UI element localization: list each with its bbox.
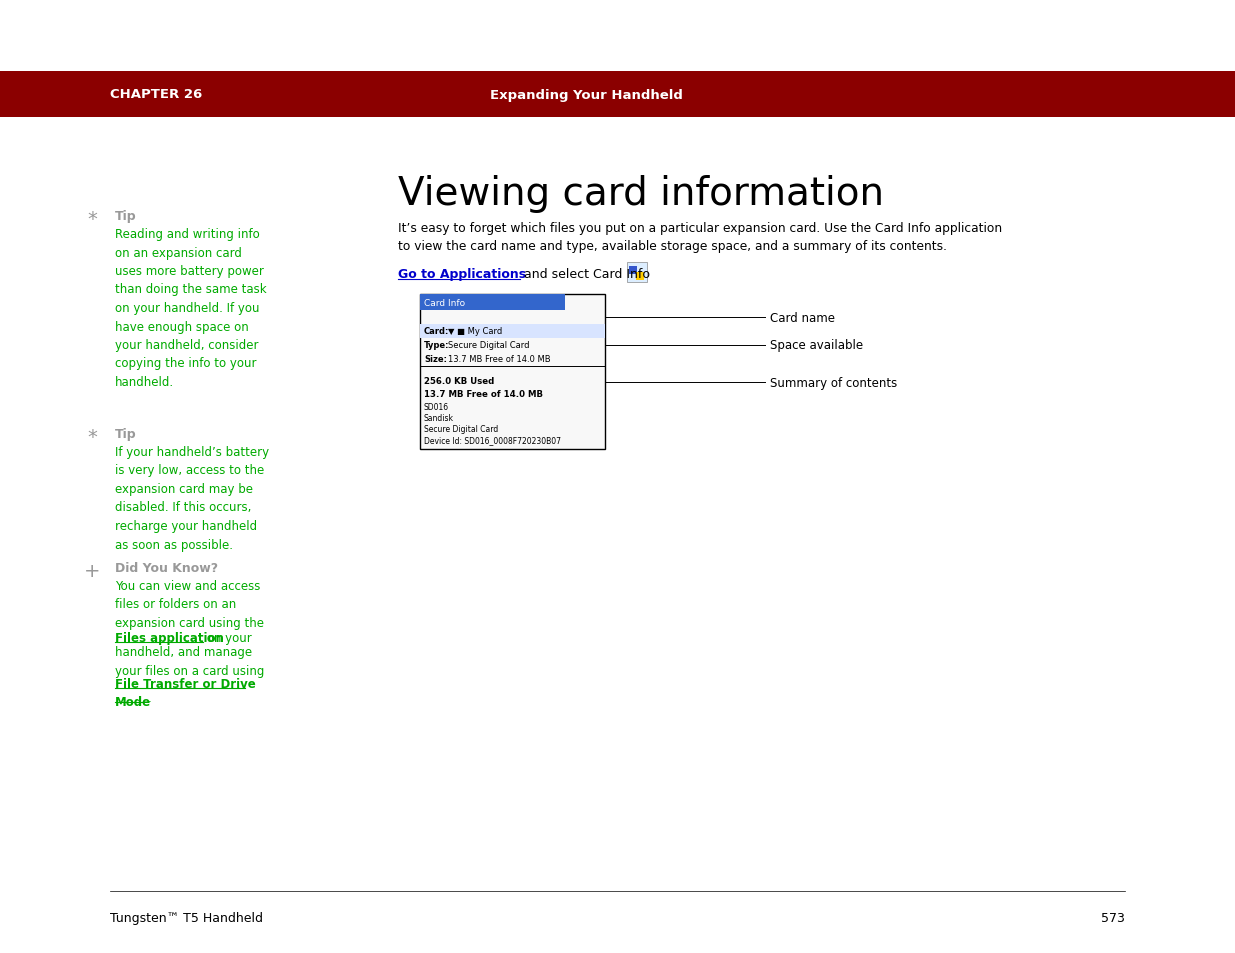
Bar bbox=[420, 325, 605, 338]
Text: Size:: Size: bbox=[424, 355, 447, 364]
Text: ▼ ■ My Card: ▼ ■ My Card bbox=[448, 327, 503, 336]
Text: CHAPTER 26: CHAPTER 26 bbox=[110, 89, 203, 101]
Text: File Transfer or Drive
Mode: File Transfer or Drive Mode bbox=[115, 678, 256, 709]
Text: *: * bbox=[86, 210, 96, 229]
Text: Secure Digital Card: Secure Digital Card bbox=[448, 341, 530, 350]
Text: Tip: Tip bbox=[115, 210, 137, 223]
Text: Card:: Card: bbox=[424, 327, 450, 336]
Text: Go to Applications: Go to Applications bbox=[398, 268, 526, 281]
Text: 573: 573 bbox=[1102, 911, 1125, 924]
Text: Type:: Type: bbox=[424, 341, 450, 350]
Text: handheld, and manage
your files on a card using: handheld, and manage your files on a car… bbox=[115, 645, 264, 677]
Text: Summary of contents: Summary of contents bbox=[769, 376, 898, 389]
Text: Space available: Space available bbox=[769, 339, 863, 352]
Bar bbox=[420, 294, 564, 311]
Text: Sandisk: Sandisk bbox=[424, 414, 454, 422]
Text: It’s easy to forget which files you put on a particular expansion card. Use the : It’s easy to forget which files you put … bbox=[398, 222, 1002, 253]
Text: Tungsten™ T5 Handheld: Tungsten™ T5 Handheld bbox=[110, 911, 263, 924]
Text: Card name: Card name bbox=[769, 312, 835, 324]
Text: 13.7 MB Free of 14.0 MB: 13.7 MB Free of 14.0 MB bbox=[424, 390, 543, 398]
Bar bbox=[420, 294, 605, 450]
Text: .: . bbox=[148, 691, 152, 704]
Text: on your: on your bbox=[203, 631, 252, 644]
Text: Viewing card information: Viewing card information bbox=[398, 174, 884, 213]
Text: Card Info: Card Info bbox=[424, 298, 466, 307]
Bar bbox=[627, 263, 647, 283]
Text: +: + bbox=[84, 561, 100, 580]
Text: Reading and writing info
on an expansion card
uses more battery power
than doing: Reading and writing info on an expansion… bbox=[115, 228, 267, 389]
Text: Expanding Your Handheld: Expanding Your Handheld bbox=[490, 89, 683, 101]
Text: Files application: Files application bbox=[115, 631, 224, 644]
Text: Did You Know?: Did You Know? bbox=[115, 561, 219, 575]
Bar bbox=[0, 71, 1235, 118]
Text: 13.7 MB Free of 14.0 MB: 13.7 MB Free of 14.0 MB bbox=[448, 355, 551, 364]
Text: SD016: SD016 bbox=[424, 402, 450, 412]
Text: Device Id: SD016_0008F720230B07: Device Id: SD016_0008F720230B07 bbox=[424, 436, 561, 444]
Text: and select Card Info: and select Card Info bbox=[520, 268, 650, 281]
Text: You can view and access
files or folders on an
expansion card using the: You can view and access files or folders… bbox=[115, 579, 264, 629]
Text: *: * bbox=[86, 428, 96, 447]
Text: 256.0 KB Used: 256.0 KB Used bbox=[424, 376, 494, 386]
Bar bbox=[636, 273, 643, 281]
Bar bbox=[629, 267, 637, 274]
Text: Tip: Tip bbox=[115, 428, 137, 440]
Text: If your handheld’s battery
is very low, access to the
expansion card may be
disa: If your handheld’s battery is very low, … bbox=[115, 446, 269, 551]
Text: Secure Digital Card: Secure Digital Card bbox=[424, 424, 498, 434]
